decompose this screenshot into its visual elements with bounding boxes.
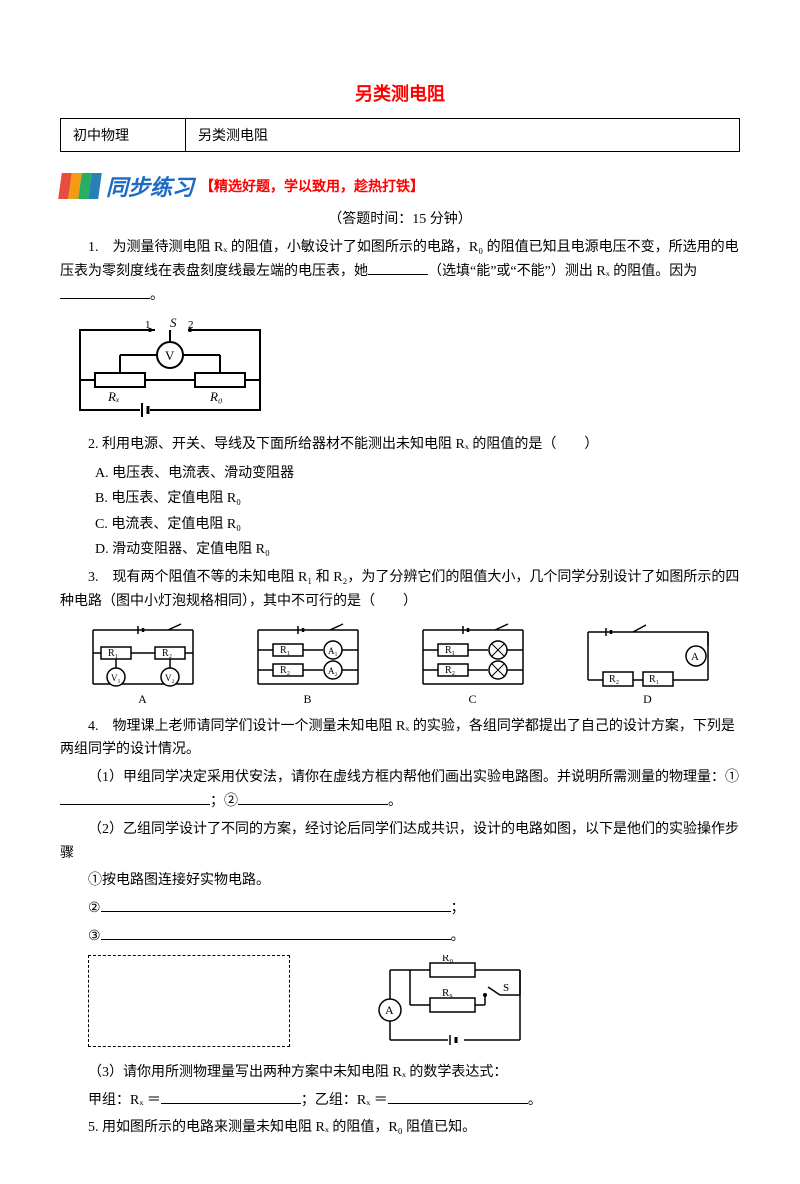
q3-circuit-d: R₂ R₁ A D [578,622,718,707]
svg-text:Rₓ: Rₓ [442,987,453,999]
q4-p2: （1）甲组同学决定采用伏安法，请你在虚线方框内帮他们画出实验电路图。并说明所需测… [60,766,740,814]
svg-text:S: S [170,315,177,330]
q2-options: A. 电压表、电流表、滑动变阻器 B. 电压表、定值电阻 R₀ C. 电流表、定… [95,461,740,562]
q4-figures: R₀ S Rₓ A [60,955,740,1055]
svg-text:R₁: R₁ [280,645,290,656]
q2-stem: 2. 利用电源、开关、导线及下面所给器材不能测出未知电阻 Rₓ 的阻值的是（ ） [60,433,740,457]
q1-fill-hint: （选填“能”或“不能”）测出 Rₓ 的阻值。因为 [428,264,697,279]
practice-banner: 同步练习 【精选好题，学以致用，趁热打铁】 [60,170,740,202]
q4-p1: 4. 物理课上老师请同学们设计一个测量未知电阻 Rₓ 的实验，各组同学都提出了自… [60,715,740,763]
svg-text:R₁: R₁ [445,645,455,656]
banner-label: 同步练习 [106,170,194,202]
svg-text:R₂: R₂ [280,665,290,676]
q3-circuits: R₁ R₂ V₁ V₂ A [60,622,740,707]
q1-circuit: 1 S 2 V Rₓ R₀ [60,315,740,425]
blank [101,925,451,940]
books-icon [60,173,100,199]
q2-opt-a: A. 电压表、电流表、滑动变阻器 [95,461,740,486]
label-a: A [83,692,203,707]
svg-text:Rₓ: Rₓ [107,389,120,404]
q4-p5: 甲组：Rₓ ＝；乙组：Rₓ ＝。 [60,1089,740,1113]
q5-text: 5. 用如图所示的电路来测量未知电阻 Rₓ 的阻值，R₀ 阻值已知。 [60,1116,740,1140]
svg-text:R₂: R₂ [609,674,619,685]
q4-s2-label: ② [88,901,101,916]
svg-text:V₂: V₂ [165,673,175,683]
svg-text:R₁: R₁ [649,674,659,685]
svg-text:R₀: R₀ [209,389,222,404]
q4-p5a: 甲组：Rₓ ＝ [88,1093,161,1108]
blank [60,284,150,299]
svg-text:A₂: A₂ [328,666,338,676]
blank [368,260,428,275]
svg-text:R₂: R₂ [445,665,455,676]
q2-opt-c: C. 电流表、定值电阻 R₀ [95,512,740,537]
svg-text:V: V [165,348,175,363]
q3-stem: 3. 现有两个阻值不等的未知电阻 R₁ 和 R₂，为了分辨它们的阻值大小，几个同… [60,566,740,614]
blank [60,790,210,805]
q4-p5b: ；乙组：Rₓ ＝ [301,1093,388,1108]
svg-text:R₂: R₂ [162,648,172,659]
q4-s3-label: ③ [88,929,101,944]
blank [161,1089,301,1104]
svg-text:V₁: V₁ [111,673,121,683]
q4-s2: ②； [60,897,740,921]
header-table: 初中物理 另类测电阻 [60,118,740,152]
answer-timer: （答题时间：15 分钟） [60,208,740,228]
q4-s1: ①按电路图连接好实物电路。 [60,869,740,893]
q4-right-circuit: R₀ S Rₓ A [370,955,540,1055]
svg-text:R₀: R₀ [442,955,453,964]
label-d: D [578,692,718,707]
q2-opt-d: D. 滑动变阻器、定值电阻 R₀ [95,537,740,562]
q4-s3: ③。 [60,925,740,949]
banner-tagline: 【精选好题，学以致用，趁热打铁】 [200,176,424,196]
q3-circuit-a: R₁ R₂ V₁ V₂ A [83,622,203,707]
q3-circuit-b: R₁ A₁ R₂ A₂ B [248,622,368,707]
q4-p3: （2）乙组同学设计了不同的方案，经讨论后同学们达成共识，设计的电路如图，以下是他… [60,818,740,866]
svg-text:R₁: R₁ [108,648,118,659]
blank [101,897,451,912]
blank [388,1089,528,1104]
label-b: B [248,692,368,707]
svg-text:A₁: A₁ [328,646,338,656]
svg-text:A: A [691,651,699,663]
header-right: 另类测电阻 [186,119,740,152]
header-left: 初中物理 [61,119,186,152]
dashed-draw-box [88,955,290,1047]
q2-opt-b: B. 电压表、定值电阻 R₀ [95,486,740,511]
label-c: C [413,692,533,707]
q3-circuit-c: R₁ R₂ C [413,622,533,707]
q4-p2-text: （1）甲组同学决定采用伏安法，请你在虚线方框内帮他们画出实验电路图。并说明所需测… [88,770,739,785]
blank [238,790,388,805]
svg-text:A: A [385,1003,394,1017]
q1-text: 1. 为测量待测电阻 Rₓ 的阻值，小敏设计了如图所示的电路，R₀ 的阻值已知且… [60,236,740,307]
q4-p2b: ；② [210,794,238,809]
svg-text:S: S [503,982,509,994]
page-title: 另类测电阻 [60,80,740,106]
q4-p4: （3）请你用所测物理量写出两种方案中未知电阻 Rₓ 的数学表达式： [60,1061,740,1085]
